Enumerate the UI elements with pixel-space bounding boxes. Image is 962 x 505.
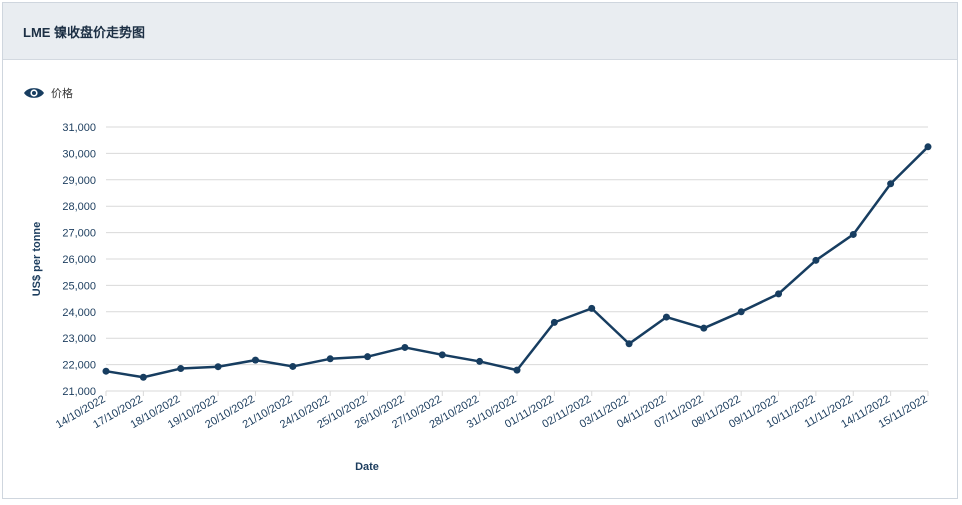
data-point	[625, 340, 633, 348]
y-tick-label: 23,000	[62, 333, 96, 345]
chart-card: LME 镍收盘价走势图 价格	[2, 2, 958, 499]
legend-label: 价格	[51, 88, 73, 100]
data-point	[737, 308, 745, 316]
y-tick-label: 27,000	[62, 228, 96, 240]
data-point	[364, 353, 372, 361]
legend-item-price[interactable]: 价格	[23, 85, 73, 101]
data-point	[588, 304, 596, 312]
data-point	[401, 343, 409, 351]
y-tick-label: 26,000	[62, 254, 96, 266]
x-axis-title: Date	[355, 461, 379, 473]
y-tick-label: 29,000	[62, 175, 96, 187]
eye-icon	[23, 86, 45, 100]
y-axis-title: US$ per tonne	[31, 222, 43, 297]
y-tick-label: 21,000	[62, 386, 96, 398]
data-point	[289, 362, 297, 370]
y-tick-label: 31,000	[62, 122, 96, 134]
data-point	[550, 318, 558, 326]
y-tick-label: 30,000	[62, 148, 96, 160]
card-header: LME 镍收盘价走势图	[3, 3, 957, 60]
data-point	[476, 357, 484, 365]
data-point	[139, 373, 147, 381]
data-point	[326, 355, 334, 363]
y-tick-label: 28,000	[62, 201, 96, 213]
data-point	[849, 230, 857, 238]
data-point	[662, 313, 670, 321]
data-point	[102, 367, 110, 375]
data-point	[700, 324, 708, 332]
data-point	[887, 180, 895, 188]
data-point	[812, 256, 820, 264]
data-point	[775, 290, 783, 298]
y-tick-label: 24,000	[62, 307, 96, 319]
data-point	[924, 143, 932, 151]
page-title: LME 镍收盘价走势图	[23, 24, 146, 40]
y-tick-label: 22,000	[62, 360, 96, 372]
y-tick-label: 25,000	[62, 280, 96, 292]
data-point	[438, 351, 446, 359]
data-point	[177, 365, 185, 373]
data-point	[513, 366, 521, 374]
data-point	[214, 363, 222, 371]
series-line	[105, 145, 929, 379]
data-point	[251, 356, 259, 364]
